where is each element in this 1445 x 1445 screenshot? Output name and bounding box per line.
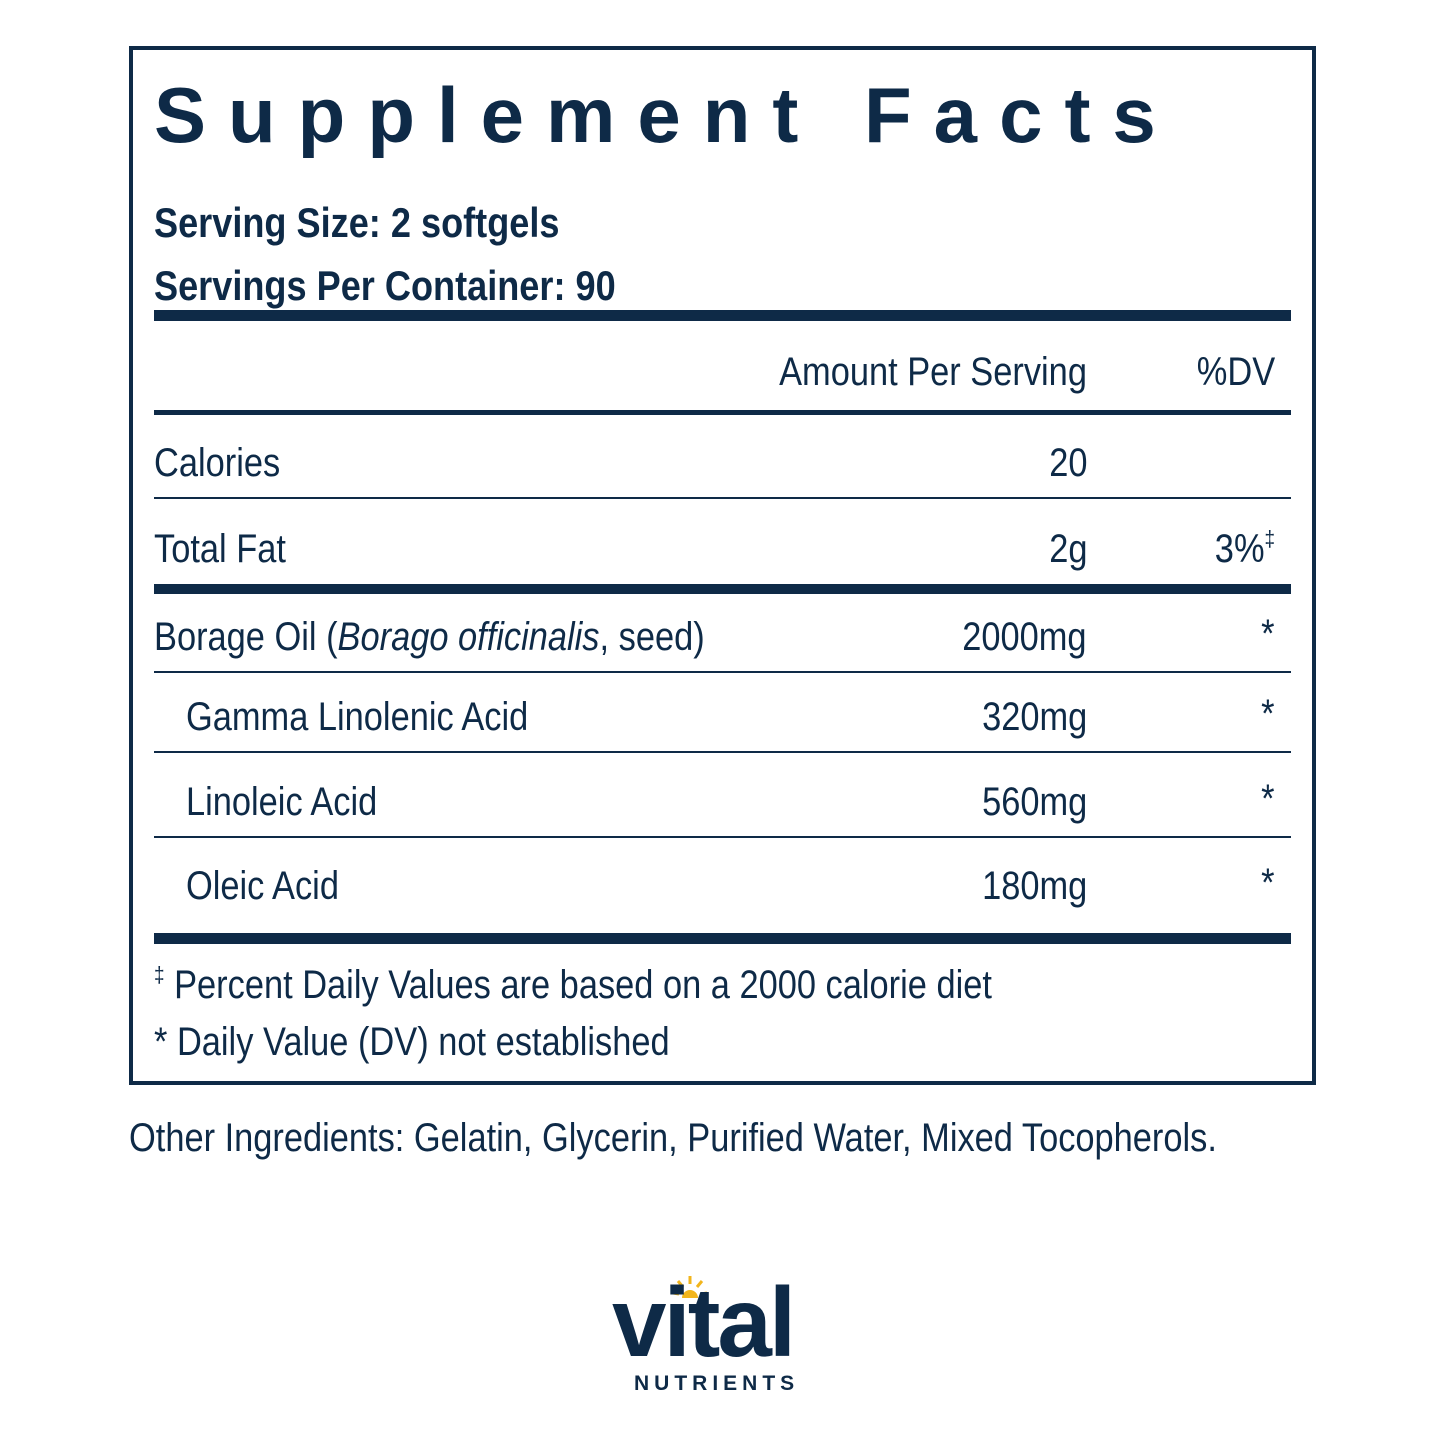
header-amount: Amount Per Serving: [779, 350, 1087, 394]
footnote-text: Percent Daily Values are based on a 2000…: [164, 963, 992, 1007]
row-divider: [154, 671, 1291, 673]
name-suffix: , seed): [599, 615, 705, 659]
serving-size: Serving Size: 2 softgels: [154, 199, 560, 246]
footnote-dv-basis: ‡ Percent Daily Values are based on a 20…: [154, 961, 992, 1009]
servings-per-container: Servings Per Container: 90: [154, 262, 616, 309]
row-dv-total-fat: 3%‡: [1215, 525, 1275, 573]
footnote-dv-not-established: * Daily Value (DV) not established: [154, 1020, 670, 1064]
row-name-total-fat: Total Fat: [154, 527, 286, 571]
thick-divider: [154, 310, 1291, 321]
row-amount-oleic: 180mg: [981, 864, 1087, 908]
logo-subtitle: NUTRIENTS: [634, 1372, 800, 1395]
dv-value: 3%: [1214, 527, 1265, 571]
other-ingredients: Other Ingredients: Gelatin, Glycerin, Pu…: [129, 1116, 1217, 1160]
row-amount-borage-oil: 2000mg: [962, 615, 1087, 659]
row-dv-gla: *: [1261, 692, 1275, 736]
row-amount-total-fat: 2g: [1048, 527, 1087, 571]
footnote-mark: ‡: [154, 962, 165, 987]
row-name-borage-oil: Borage Oil (Borago officinalis, seed): [154, 613, 705, 661]
supplement-facts-content: Supplement Facts Serving Size: 2 softgel…: [154, 50, 1291, 1081]
header-divider: [154, 410, 1291, 415]
latin-name: Borago officinalis: [337, 615, 600, 659]
sun-icon: [672, 1276, 708, 1298]
row-dv-linoleic: *: [1261, 777, 1275, 821]
name-prefix: Borage Oil (: [154, 615, 338, 659]
panel-title: Supplement Facts: [154, 71, 1178, 159]
dv-footnote-mark: ‡: [1264, 526, 1275, 551]
row-amount-gla: 320mg: [981, 695, 1087, 739]
header-dv: %DV: [1196, 350, 1275, 394]
row-name-gla: Gamma Linolenic Acid: [186, 695, 529, 739]
row-divider: [154, 751, 1291, 753]
row-name-linoleic: Linoleic Acid: [186, 780, 378, 824]
thick-divider: [154, 933, 1291, 944]
row-dv-oleic: *: [1261, 861, 1275, 905]
thick-divider: [154, 584, 1291, 594]
logo-wordmark: vital: [612, 1267, 796, 1377]
row-divider: [154, 836, 1291, 838]
supplement-facts-panel: Supplement Facts Serving Size: 2 softgel…: [129, 46, 1316, 1085]
row-amount-linoleic: 560mg: [981, 780, 1087, 824]
row-amount-calories: 20: [1048, 441, 1087, 485]
brand-logo: vital NUTRIENTS: [612, 1270, 834, 1400]
row-dv-borage-oil: *: [1261, 612, 1275, 656]
row-divider: [154, 497, 1291, 499]
row-name-oleic: Oleic Acid: [186, 864, 339, 908]
row-name-calories: Calories: [154, 441, 281, 485]
